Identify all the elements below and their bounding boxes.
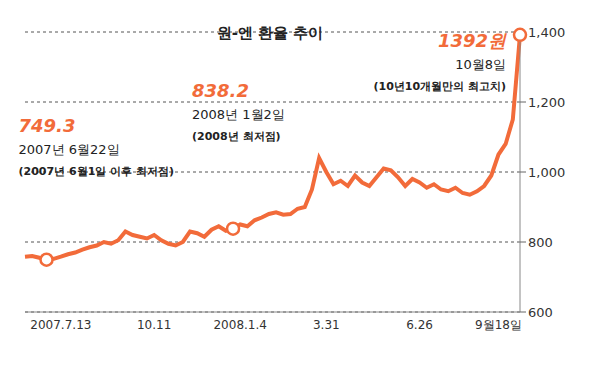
svg-text:2007년 6월22일: 2007년 6월22일 [19,142,120,157]
svg-text:1,400: 1,400 [528,25,565,40]
svg-text:2008.1.4: 2008.1.4 [213,318,266,332]
svg-text:6.26: 6.26 [406,318,433,332]
svg-text:10.11: 10.11 [137,318,171,332]
svg-text:1,000: 1,000 [528,165,565,180]
svg-text:(2007년 6월1일 이후 최저점): (2007년 6월1일 이후 최저점) [19,165,174,178]
svg-text:749.3: 749.3 [19,115,76,136]
svg-text:800: 800 [528,235,553,250]
html-text:원-엔 환율 추이: 원-엔 환율 추이 [216,24,324,42]
svg-text:(10년10개월만의 최고치): (10년10개월만의 최고치) [374,80,507,93]
svg-text:600: 600 [528,305,553,320]
svg-text:838.2: 838.2 [192,80,249,101]
svg-text:3.31: 3.31 [313,318,340,332]
svg-text:1392원: 1392원 [438,30,508,51]
svg-text:10월8일: 10월8일 [455,57,506,72]
svg-text:9월18일: 9월18일 [475,318,522,332]
svg-text:2008년 1월2일: 2008년 1월2일 [192,107,285,122]
svg-text:(2008년 최저점): (2008년 최저점) [192,130,280,143]
svg-text:2007.7.13: 2007.7.13 [30,318,91,332]
svg-text:1,200: 1,200 [528,95,565,110]
